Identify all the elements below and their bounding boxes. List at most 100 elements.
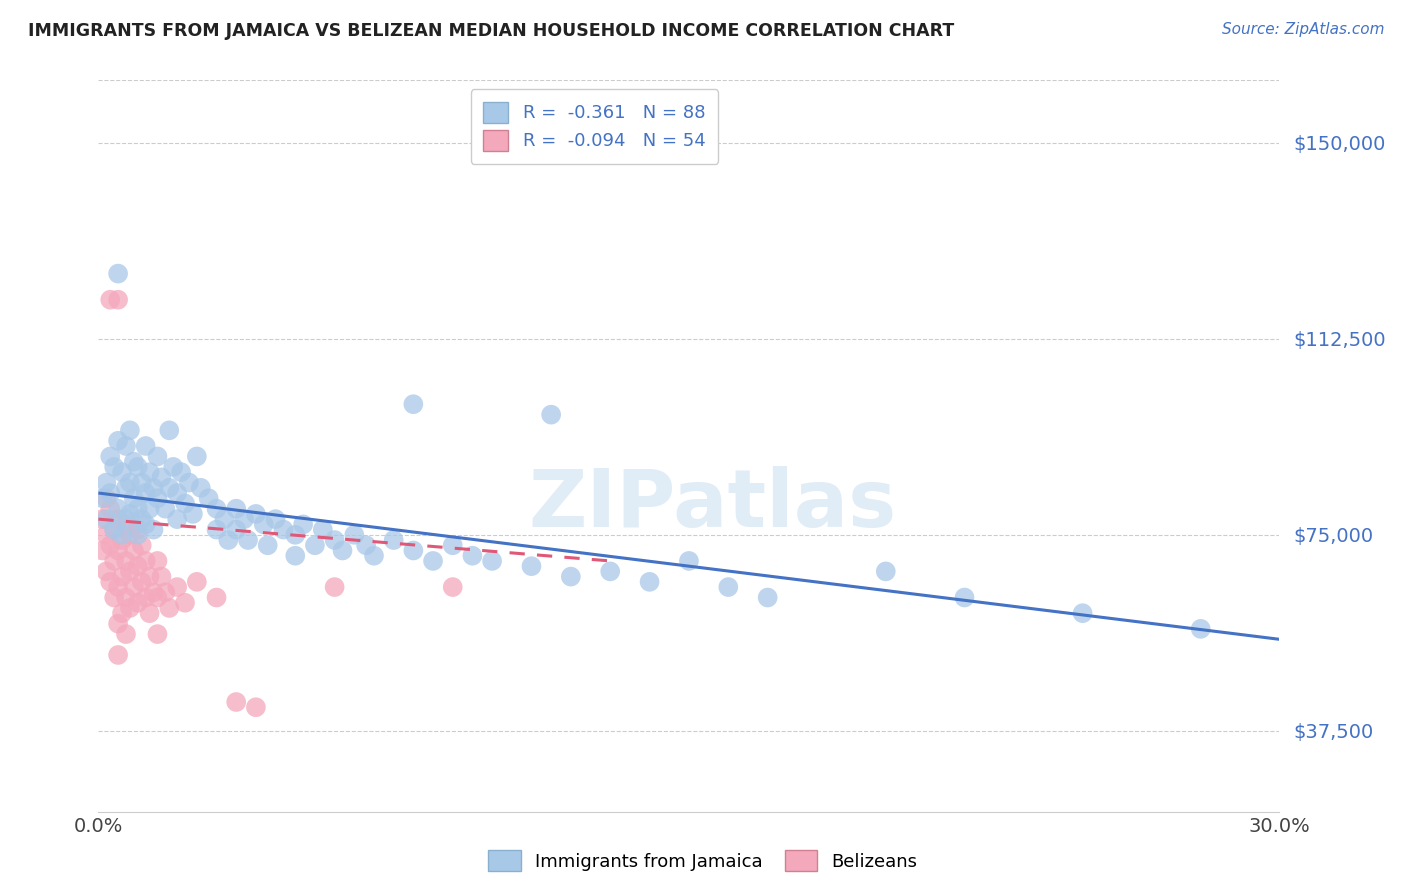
Point	[115, 591, 138, 605]
Point	[135, 554, 157, 568]
Point	[107, 580, 129, 594]
Point	[138, 606, 160, 620]
Point	[118, 528, 141, 542]
Point	[323, 580, 346, 594]
Point	[146, 450, 169, 464]
Point	[103, 523, 125, 537]
Point	[253, 517, 276, 532]
Point	[122, 580, 145, 594]
Point	[422, 554, 444, 568]
Point	[107, 267, 129, 281]
Point	[264, 512, 287, 526]
Point	[1189, 622, 1212, 636]
Point	[98, 501, 121, 516]
Point	[875, 565, 897, 579]
Point	[127, 501, 149, 516]
Point	[292, 517, 315, 532]
Point	[638, 574, 661, 589]
Point	[953, 591, 976, 605]
Point	[138, 569, 160, 583]
Point	[127, 459, 149, 474]
Point	[98, 574, 121, 589]
Point	[273, 523, 295, 537]
Point	[441, 580, 464, 594]
Point	[142, 481, 165, 495]
Point	[135, 591, 157, 605]
Point	[181, 507, 204, 521]
Point	[717, 580, 740, 594]
Point	[131, 475, 153, 490]
Point	[146, 627, 169, 641]
Point	[118, 507, 141, 521]
Point	[461, 549, 484, 563]
Point	[146, 554, 169, 568]
Point	[146, 591, 169, 605]
Point	[111, 528, 134, 542]
Point	[118, 565, 141, 579]
Point	[98, 293, 121, 307]
Point	[96, 528, 118, 542]
Point	[118, 423, 141, 437]
Point	[441, 538, 464, 552]
Point	[111, 606, 134, 620]
Point	[170, 465, 193, 479]
Point	[245, 507, 267, 521]
Point	[1071, 606, 1094, 620]
Point	[166, 512, 188, 526]
Point	[135, 486, 157, 500]
Point	[103, 523, 125, 537]
Point	[343, 528, 366, 542]
Point	[150, 470, 173, 484]
Point	[131, 574, 153, 589]
Point	[111, 569, 134, 583]
Point	[323, 533, 346, 547]
Point	[127, 559, 149, 574]
Point	[678, 554, 700, 568]
Point	[363, 549, 385, 563]
Point	[138, 501, 160, 516]
Point	[98, 486, 121, 500]
Point	[107, 501, 129, 516]
Point	[91, 512, 114, 526]
Legend: Immigrants from Jamaica, Belizeans: Immigrants from Jamaica, Belizeans	[481, 843, 925, 879]
Point	[135, 439, 157, 453]
Point	[256, 538, 278, 552]
Point	[205, 501, 228, 516]
Point	[111, 533, 134, 547]
Point	[177, 475, 200, 490]
Point	[540, 408, 562, 422]
Point	[225, 501, 247, 516]
Point	[131, 512, 153, 526]
Point	[115, 512, 138, 526]
Point	[174, 496, 197, 510]
Point	[91, 543, 114, 558]
Point	[142, 523, 165, 537]
Point	[107, 648, 129, 662]
Point	[205, 591, 228, 605]
Point	[236, 533, 259, 547]
Point	[402, 543, 425, 558]
Point	[481, 554, 503, 568]
Point	[186, 450, 208, 464]
Point	[217, 533, 239, 547]
Point	[332, 543, 354, 558]
Point	[131, 538, 153, 552]
Point	[233, 512, 256, 526]
Point	[98, 538, 121, 552]
Legend: R =  -0.361   N = 88, R =  -0.094   N = 54: R = -0.361 N = 88, R = -0.094 N = 54	[471, 89, 718, 163]
Point	[205, 523, 228, 537]
Point	[382, 533, 405, 547]
Point	[312, 523, 335, 537]
Point	[155, 501, 177, 516]
Point	[304, 538, 326, 552]
Point	[103, 554, 125, 568]
Point	[560, 569, 582, 583]
Point	[155, 585, 177, 599]
Point	[146, 491, 169, 506]
Point	[122, 543, 145, 558]
Point	[150, 569, 173, 583]
Point	[186, 574, 208, 589]
Point	[599, 565, 621, 579]
Point	[107, 293, 129, 307]
Point	[157, 481, 180, 495]
